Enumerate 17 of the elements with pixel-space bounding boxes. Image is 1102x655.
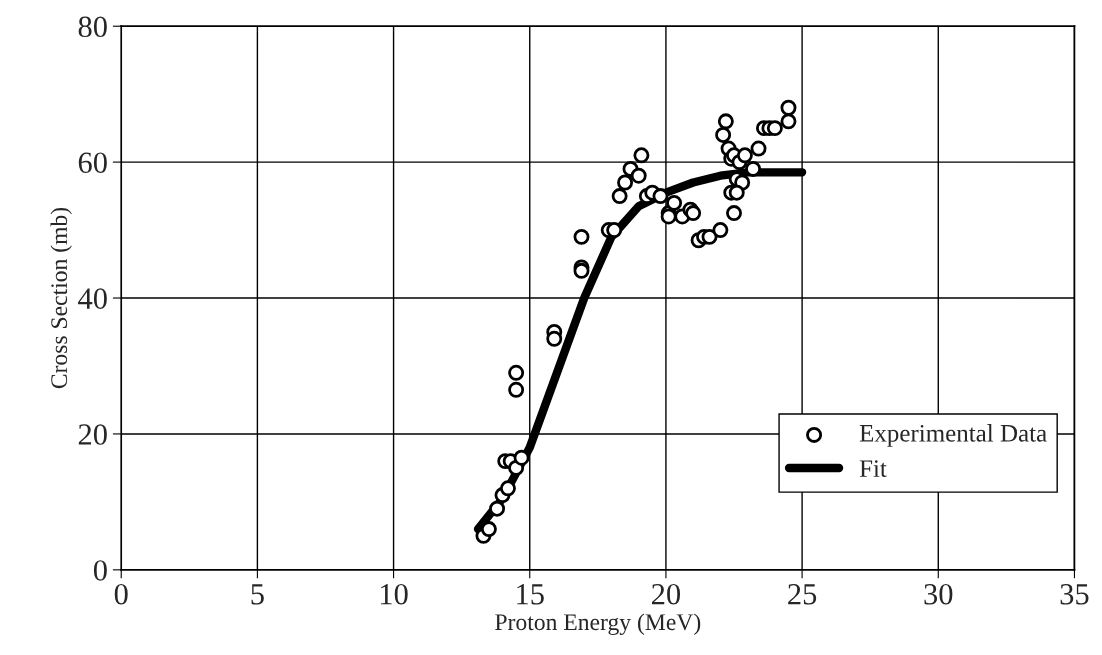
x-tick-label: 35 [1060, 584, 1089, 605]
y-tick-label: 20 [78, 424, 107, 445]
y-axis-title: Cross Section (mb) [50, 207, 72, 389]
y-tick-label: 60 [78, 152, 107, 174]
x-tick-label: 30 [924, 583, 953, 605]
y-tick-label: 40 [78, 288, 107, 309]
x-tick-label: 20 [651, 583, 681, 605]
y-tick-label: 80 [78, 16, 107, 38]
x-tick-label: 0 [114, 583, 128, 605]
x-tick-label: 25 [788, 584, 817, 605]
y-tick-label: 0 [93, 560, 107, 581]
legend-label: Experimental Data [859, 424, 1047, 447]
x-tick-label: 10 [380, 583, 408, 605]
legend-label: Fit [859, 460, 887, 478]
x-tick-label: 5 [251, 584, 264, 605]
x-tick-label: 15 [517, 584, 544, 605]
x-axis-title: Proton Energy (MeV) [495, 613, 701, 636]
